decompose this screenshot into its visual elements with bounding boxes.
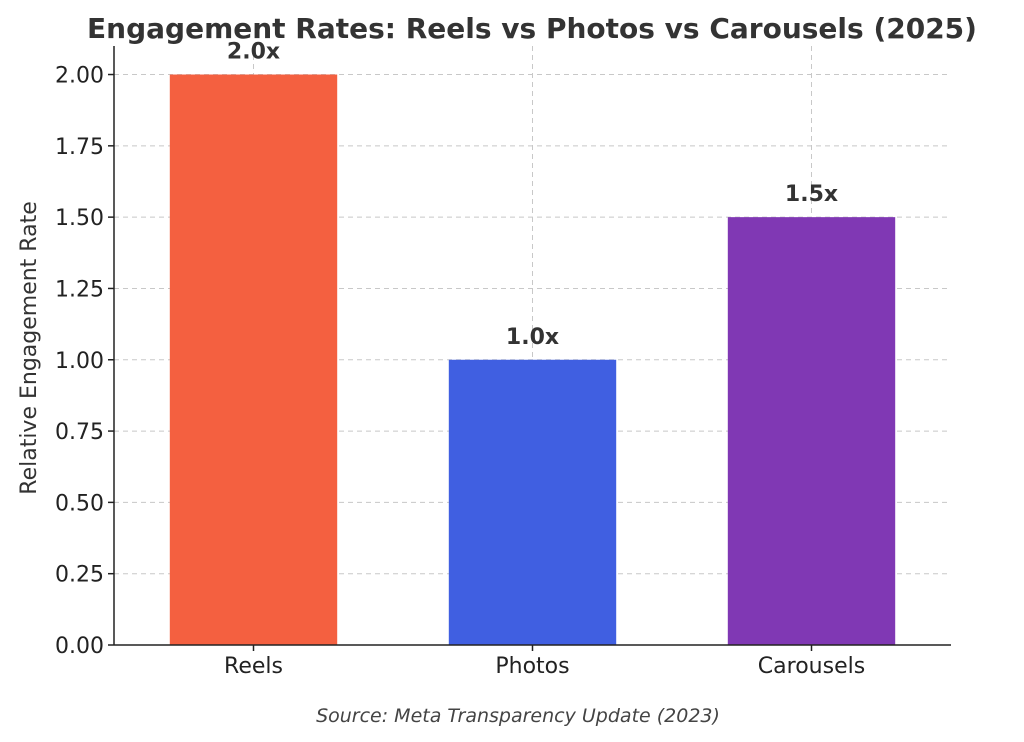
data-label-photos: 1.0x [506, 325, 559, 350]
y-tick-label: 0.50 [55, 491, 104, 516]
source-note: Source: Meta Transparency Update (2023) [316, 705, 720, 727]
y-tick-label: 1.00 [55, 349, 104, 374]
y-tick-label: 0.00 [55, 634, 104, 659]
axis-layer: 0.00 0.25 0.50 0.75 1.00 1.25 1.50 1.75 2.00 Reel… [55, 46, 951, 679]
bar-reels [169, 74, 338, 646]
x-tick-label-carousels: Carousels [758, 654, 865, 679]
y-tick-label: 1.50 [55, 206, 104, 231]
x-tick-label-reels: Reels [224, 654, 283, 679]
y-tick-label: 1.25 [55, 277, 104, 302]
y-tick-label: 1.75 [55, 135, 104, 160]
data-label-carousels: 1.5x [785, 182, 838, 207]
y-tick-label: 2.00 [55, 64, 104, 89]
data-label-reels: 2.0x [227, 40, 280, 65]
data-labels-layer: 2.0x 1.0x 1.5x [227, 40, 838, 350]
bar-photos [448, 359, 617, 645]
y-tick-label: 0.25 [55, 563, 104, 588]
y-tick-label: 0.75 [55, 420, 104, 445]
bars-layer [169, 74, 896, 646]
y-axis-label: Relative Engagement Rate [17, 201, 42, 494]
bar-carousels [727, 217, 896, 645]
chart-title: Engagement Rates: Reels vs Photos vs Car… [87, 12, 977, 45]
x-tick-label-photos: Photos [495, 654, 569, 679]
